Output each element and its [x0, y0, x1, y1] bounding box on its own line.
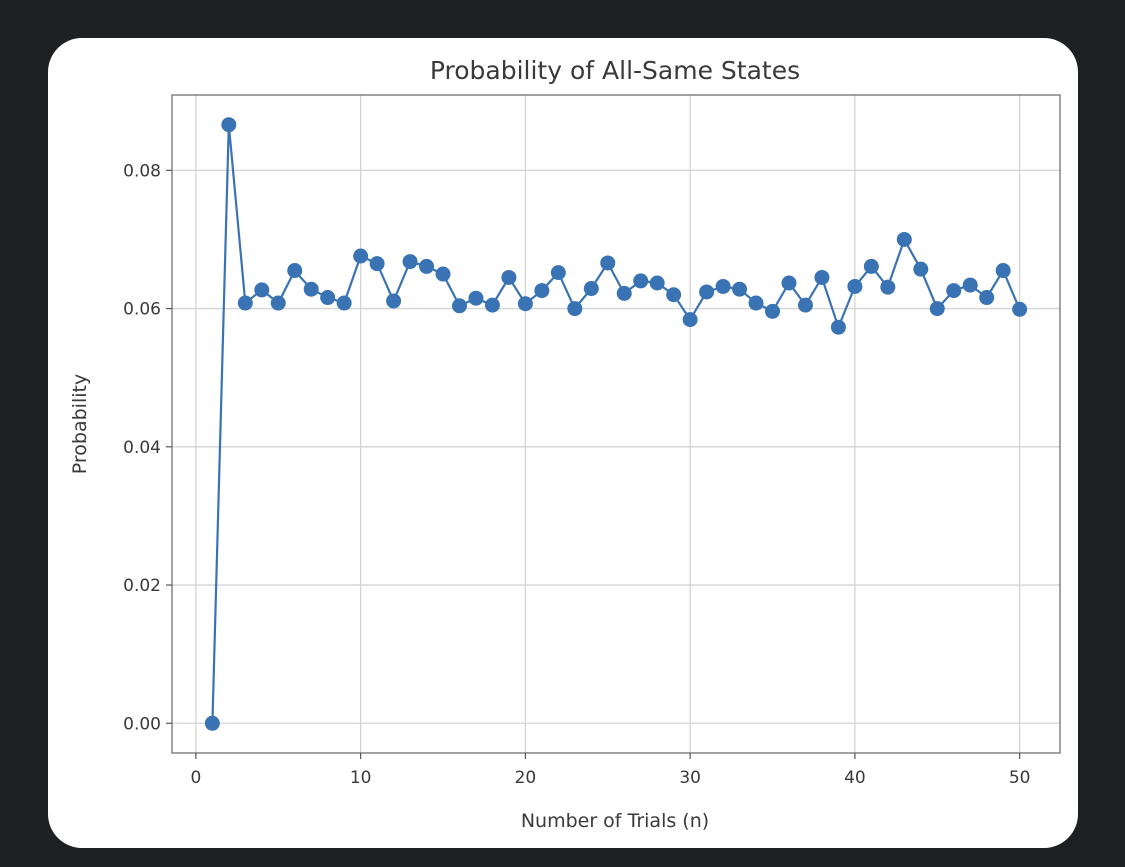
data-point	[666, 287, 682, 303]
data-point	[913, 261, 929, 277]
x-tick-label: 0	[190, 768, 201, 788]
data-point	[353, 248, 369, 264]
data-point	[732, 281, 748, 297]
y-tick-label: 0.04	[123, 438, 161, 458]
y-tick-label: 0.00	[123, 714, 161, 734]
data-point	[929, 301, 945, 317]
data-point	[517, 296, 533, 312]
data-point	[765, 303, 781, 319]
data-point	[814, 269, 830, 285]
data-point	[1012, 301, 1028, 317]
series-polyline	[211, 123, 1021, 724]
chart-card: Probability of All-Same States 0 10 20 30 40…	[48, 38, 1078, 848]
data-point	[435, 266, 451, 282]
series-line	[204, 117, 1028, 731]
data-point	[221, 117, 237, 133]
data-point	[748, 295, 764, 311]
x-ticks: 0 10 20 30 40 50	[190, 753, 1030, 788]
data-point	[336, 295, 352, 311]
data-point	[534, 283, 550, 299]
data-point	[501, 269, 517, 285]
data-point	[600, 255, 616, 271]
data-point	[550, 265, 566, 281]
y-tick-label: 0.08	[123, 161, 161, 181]
data-point	[979, 290, 995, 306]
data-point	[204, 715, 220, 731]
data-point	[699, 284, 715, 300]
data-point	[946, 283, 962, 299]
data-point	[303, 281, 319, 297]
data-point	[880, 279, 896, 295]
data-point	[682, 312, 698, 328]
x-tick-label: 10	[350, 768, 372, 788]
data-point	[962, 277, 978, 293]
data-point	[419, 258, 435, 274]
data-point	[649, 275, 665, 291]
data-point	[237, 295, 253, 311]
chart-title: Probability of All-Same States	[430, 56, 800, 85]
x-axis-label: Number of Trials (n)	[521, 810, 709, 832]
grid	[172, 95, 1060, 753]
data-point	[715, 278, 731, 294]
x-tick-label: 20	[515, 768, 537, 788]
data-point	[863, 258, 879, 274]
data-point	[402, 254, 418, 270]
data-point	[781, 275, 797, 291]
data-point	[830, 319, 846, 335]
data-point	[797, 297, 813, 313]
y-axis-label: Probability	[69, 374, 91, 474]
data-point	[320, 290, 336, 306]
data-point	[254, 282, 270, 298]
data-point	[847, 278, 863, 294]
data-point	[451, 298, 467, 314]
x-tick-label: 40	[844, 768, 866, 788]
data-point	[468, 290, 484, 306]
y-ticks: 0.00 0.02 0.04 0.06 0.08	[123, 161, 172, 734]
y-tick-label: 0.06	[123, 300, 161, 320]
data-point	[287, 263, 303, 279]
data-point	[484, 297, 500, 313]
data-point	[270, 295, 286, 311]
data-point	[386, 293, 402, 309]
x-tick-label: 30	[679, 768, 701, 788]
data-point	[633, 273, 649, 289]
data-point	[583, 281, 599, 297]
line-chart: Probability of All-Same States 0 10 20 30 40…	[69, 56, 1061, 832]
data-point	[616, 285, 632, 301]
data-point	[567, 301, 583, 317]
data-point	[896, 231, 912, 247]
x-tick-label: 50	[1009, 768, 1031, 788]
y-tick-label: 0.02	[123, 576, 161, 596]
plot-frame	[171, 94, 1061, 754]
data-point	[369, 256, 385, 272]
data-point	[995, 263, 1011, 279]
